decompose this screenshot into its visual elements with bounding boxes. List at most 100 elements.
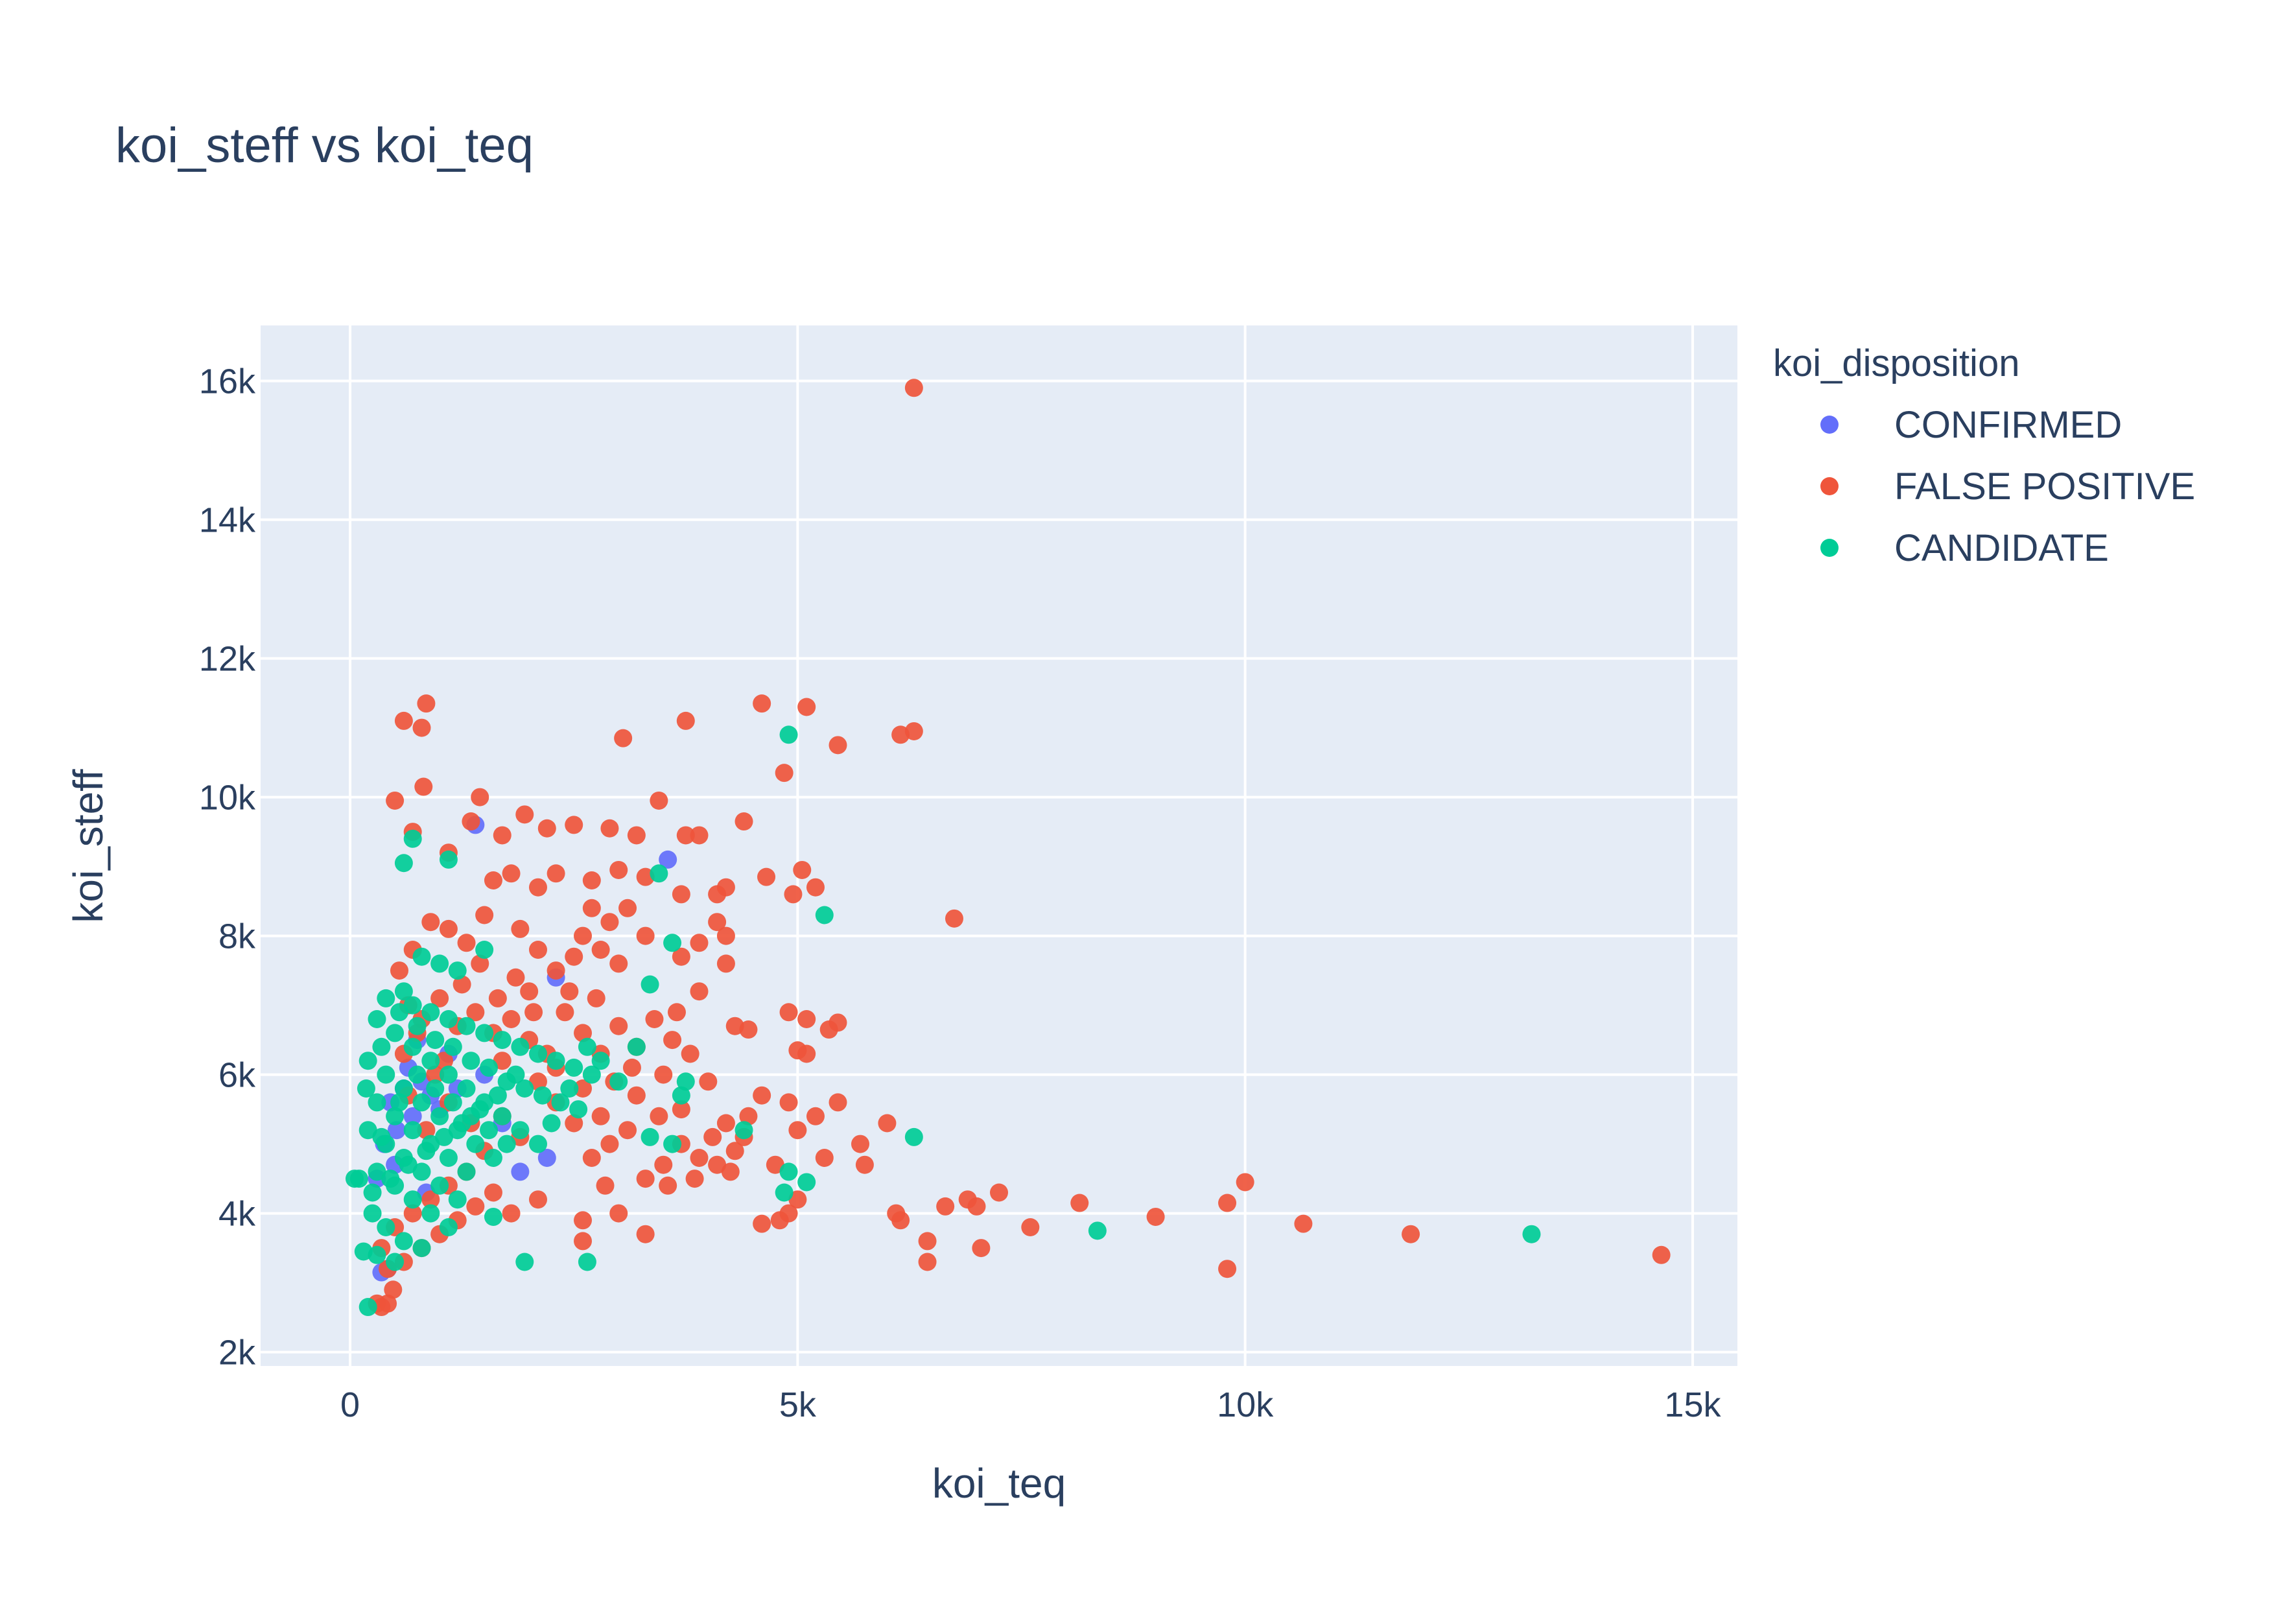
data-point[interactable] (716, 954, 735, 973)
data-point[interactable] (493, 1052, 511, 1070)
data-point[interactable] (484, 1183, 502, 1202)
data-point[interactable] (699, 1072, 718, 1091)
data-point[interactable] (377, 1065, 395, 1084)
data-point[interactable] (609, 954, 628, 973)
data-point[interactable] (690, 1149, 709, 1167)
data-point[interactable] (368, 1010, 386, 1028)
data-point[interactable] (829, 1093, 847, 1112)
data-point[interactable] (394, 1232, 413, 1251)
data-point[interactable] (779, 1162, 798, 1181)
data-point[interactable] (1522, 1225, 1541, 1243)
data-point[interactable] (457, 1017, 476, 1035)
data-point[interactable] (622, 1058, 641, 1077)
data-point[interactable] (663, 1135, 682, 1153)
data-point[interactable] (430, 989, 449, 1007)
data-point[interactable] (435, 1127, 454, 1146)
data-point[interactable] (537, 819, 556, 838)
data-point[interactable] (1294, 1214, 1313, 1233)
data-point[interactable] (779, 1003, 798, 1022)
data-point[interactable] (775, 764, 794, 783)
data-point[interactable] (426, 1079, 445, 1098)
data-point[interactable] (793, 860, 812, 879)
data-point[interactable] (386, 1253, 405, 1271)
data-point[interactable] (560, 1079, 579, 1098)
data-point[interactable] (591, 1052, 610, 1070)
data-point[interactable] (904, 379, 923, 397)
data-point[interactable] (721, 1162, 740, 1181)
data-point[interactable] (502, 1204, 521, 1223)
data-point[interactable] (574, 1079, 593, 1098)
data-point[interactable] (480, 1121, 499, 1140)
data-point[interactable] (524, 1003, 543, 1022)
data-point[interactable] (1218, 1260, 1237, 1278)
data-point[interactable] (582, 1149, 601, 1167)
data-point[interactable] (511, 1162, 530, 1181)
data-point[interactable] (462, 1107, 480, 1125)
data-point[interactable] (945, 909, 963, 928)
data-point[interactable] (690, 934, 709, 952)
data-point[interactable] (1088, 1221, 1107, 1240)
data-point[interactable] (587, 989, 605, 1007)
data-point[interactable] (386, 1024, 405, 1042)
data-point[interactable] (1402, 1225, 1420, 1243)
data-point[interactable] (443, 1037, 462, 1056)
data-point[interactable] (542, 1114, 561, 1133)
data-point[interactable] (918, 1253, 937, 1271)
data-point[interactable] (471, 788, 489, 806)
data-point[interactable] (403, 996, 422, 1015)
data-point[interactable] (636, 1225, 655, 1243)
data-point[interactable] (703, 1127, 722, 1146)
data-point[interactable] (659, 1176, 677, 1195)
data-point[interactable] (471, 954, 489, 973)
data-point[interactable] (1070, 1194, 1089, 1212)
data-point[interactable] (457, 934, 476, 952)
data-point[interactable] (528, 878, 547, 897)
data-point[interactable] (515, 1079, 534, 1098)
data-point[interactable] (806, 1107, 825, 1125)
data-point[interactable] (891, 1211, 910, 1230)
data-point[interactable] (663, 1031, 682, 1050)
data-point[interactable] (779, 725, 798, 744)
data-point[interactable] (936, 1197, 955, 1216)
legend-item-confirmed[interactable]: CONFIRMED (1820, 404, 2122, 446)
data-point[interactable] (475, 941, 494, 959)
data-point[interactable] (618, 1121, 637, 1140)
data-point[interactable] (387, 1121, 406, 1140)
data-point[interactable] (797, 698, 816, 716)
data-point[interactable] (528, 1072, 547, 1091)
data-point[interactable] (735, 1121, 753, 1140)
data-point[interactable] (753, 694, 771, 713)
data-point[interactable] (654, 1155, 673, 1174)
data-point[interactable] (829, 736, 847, 755)
data-point[interactable] (403, 1037, 422, 1056)
data-point[interactable] (600, 1135, 619, 1153)
data-point[interactable] (390, 1093, 408, 1112)
data-point[interactable] (528, 1044, 547, 1063)
data-point[interactable] (484, 1149, 502, 1167)
data-point[interactable] (636, 1170, 655, 1188)
data-point[interactable] (650, 1107, 668, 1125)
data-point[interactable] (565, 1058, 583, 1077)
data-point[interactable] (363, 1204, 382, 1223)
data-point[interactable] (443, 1093, 462, 1112)
data-point[interactable] (574, 1232, 593, 1251)
data-point[interactable] (565, 816, 583, 834)
data-point[interactable] (672, 1086, 690, 1105)
data-point[interactable] (681, 1044, 700, 1063)
data-point[interactable] (403, 1121, 422, 1140)
data-point[interactable] (439, 1010, 458, 1028)
data-point[interactable] (408, 1065, 427, 1084)
data-point[interactable] (497, 1135, 516, 1153)
data-point[interactable] (1652, 1245, 1671, 1264)
data-point[interactable] (426, 1031, 445, 1050)
data-point[interactable] (511, 1121, 530, 1140)
data-point[interactable] (806, 878, 825, 897)
data-point[interactable] (421, 1204, 440, 1223)
data-point[interactable] (390, 961, 408, 980)
data-point[interactable] (815, 906, 834, 924)
data-point[interactable] (1021, 1218, 1040, 1236)
data-point[interactable] (466, 1135, 485, 1153)
data-point[interactable] (676, 826, 695, 845)
data-point[interactable] (345, 1170, 364, 1188)
data-point[interactable] (784, 885, 803, 904)
